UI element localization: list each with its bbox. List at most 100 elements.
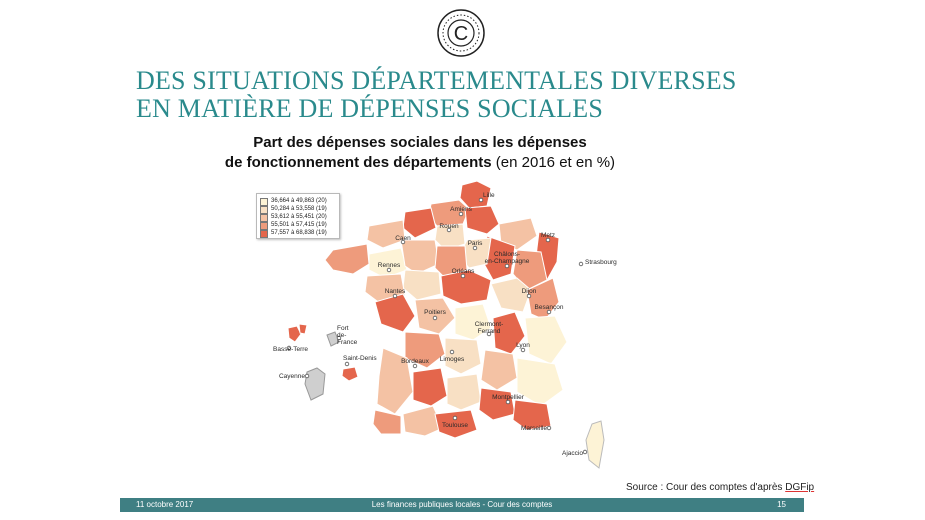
department-area xyxy=(400,239,440,275)
city-marker xyxy=(578,261,584,267)
department-area xyxy=(402,269,442,301)
city-label: Orléans xyxy=(452,268,476,275)
city-label: Dijon xyxy=(522,288,537,295)
source-prefix: Source : Cour des comptes d'après xyxy=(626,482,786,493)
department-area xyxy=(492,311,526,355)
city-marker xyxy=(526,293,532,299)
department-area xyxy=(326,331,340,347)
city-marker xyxy=(432,315,438,321)
city-label-line: Fort xyxy=(337,325,349,332)
city-marker xyxy=(546,425,552,431)
legend-label: 36,664 à 49,863 (20) xyxy=(271,198,327,204)
city-marker xyxy=(546,309,552,315)
city-marker xyxy=(412,363,418,369)
department-area xyxy=(444,337,482,375)
title-line-2: EN MATIÈRE DE DÉPENSES SOCIALES xyxy=(136,94,603,123)
city-label: Besançon xyxy=(535,304,564,311)
city-label: Rouen xyxy=(439,223,459,230)
legend-label: 53,612 à 55,451 (20) xyxy=(271,214,327,220)
city-label: Metz xyxy=(541,232,555,239)
city-label: Amiens xyxy=(450,206,472,213)
department-area xyxy=(402,405,444,437)
department-area xyxy=(464,205,500,235)
city-label: Nantes xyxy=(385,288,406,295)
department-area xyxy=(341,366,359,382)
chart-title-line-1: Part des dépenses sociales dans les dépe… xyxy=(253,134,587,151)
legend-label: 57,557 à 68,838 (19) xyxy=(271,230,327,236)
city-marker xyxy=(460,273,466,279)
department-area xyxy=(287,325,302,343)
legend-swatch xyxy=(260,198,268,206)
department-area xyxy=(434,409,478,439)
city-marker xyxy=(386,267,392,273)
city-label: Lyon xyxy=(516,342,530,349)
department-area xyxy=(412,367,448,407)
city-marker xyxy=(505,399,511,405)
legend-swatch xyxy=(260,222,268,230)
department-area xyxy=(298,323,308,335)
city-marker xyxy=(486,331,492,337)
legend-label: 55,501 à 57,415 (19) xyxy=(271,222,327,228)
france-departments-map: Lille Amiens Rouen Caen Paris Metz Strasbourg R… xyxy=(273,180,617,469)
city-label: Bordeaux xyxy=(401,358,430,365)
legend-swatch xyxy=(260,214,268,222)
cour-des-comptes-logo: C xyxy=(437,9,485,57)
footer-date: 11 octobre 2017 xyxy=(136,500,194,509)
department-area xyxy=(404,331,446,369)
department-area xyxy=(402,207,437,239)
city-label: Caen xyxy=(395,235,411,242)
city-label-line: de- xyxy=(337,332,346,339)
city-label: Châlons-en-Champagne xyxy=(485,251,530,265)
city-label: Strasbourg xyxy=(585,259,617,266)
department-area xyxy=(366,219,406,249)
department-area xyxy=(480,349,518,391)
map-legend: 36,664 à 49,863 (20) 50,284 à 53,558 (19… xyxy=(256,193,340,239)
department-area xyxy=(490,277,532,313)
city-marker xyxy=(336,335,342,341)
source-org: DGFip xyxy=(785,482,815,493)
city-label: Lille xyxy=(483,192,495,199)
city-label: Clermont-Ferrand xyxy=(475,321,504,335)
city-label-line: Ferrand xyxy=(478,328,501,335)
department-area xyxy=(454,303,492,341)
department-area xyxy=(372,409,402,435)
city-label-line: France xyxy=(337,339,358,346)
title-line-1: DES SITUATIONS DÉPARTEMENTALES DIVERSES xyxy=(136,66,737,95)
department-area xyxy=(526,277,560,321)
city-marker xyxy=(304,373,310,379)
city-marker xyxy=(582,449,588,455)
city-marker xyxy=(449,349,455,355)
city-label-line: Châlons- xyxy=(494,251,520,258)
city-marker xyxy=(545,237,551,243)
city-marker xyxy=(472,245,478,251)
chart-title-line-2: de fonctionnement des départements xyxy=(224,154,492,171)
department-area xyxy=(446,373,482,411)
city-label: Fort de-France xyxy=(337,325,358,346)
city-label: Limoges xyxy=(440,356,465,363)
department-area xyxy=(512,399,552,431)
city-marker xyxy=(458,211,464,217)
city-marker xyxy=(392,293,398,299)
chart-title: Part des dépenses sociales dans les dépe… xyxy=(180,133,660,173)
city-label: Toulouse xyxy=(442,422,468,429)
city-label: Basse-Terre xyxy=(273,346,308,353)
department-area xyxy=(440,269,492,305)
legend-label: 50,284 à 53,558 (19) xyxy=(271,206,327,212)
department-area xyxy=(304,367,326,401)
chart-title-suffix: (en 2016 et en %) xyxy=(491,154,616,171)
department-area xyxy=(478,387,516,421)
city-label: Montpellier xyxy=(492,394,525,401)
city-label: Rennes xyxy=(378,262,401,269)
page-number: 15 xyxy=(777,500,786,509)
city-marker xyxy=(504,263,510,269)
source-note: Source : Cour des comptes d'après DGFip xyxy=(626,482,814,493)
department-area xyxy=(374,293,416,333)
city-marker xyxy=(520,347,526,353)
city-label: Marseille xyxy=(521,425,547,432)
department-area xyxy=(585,420,605,469)
department-area xyxy=(524,315,568,365)
legend-swatch xyxy=(260,206,268,214)
footer-bar: Les finances publiques locales - Cour de… xyxy=(120,498,804,512)
department-area xyxy=(516,357,564,407)
footer-center: Les finances publiques locales - Cour de… xyxy=(371,500,553,509)
